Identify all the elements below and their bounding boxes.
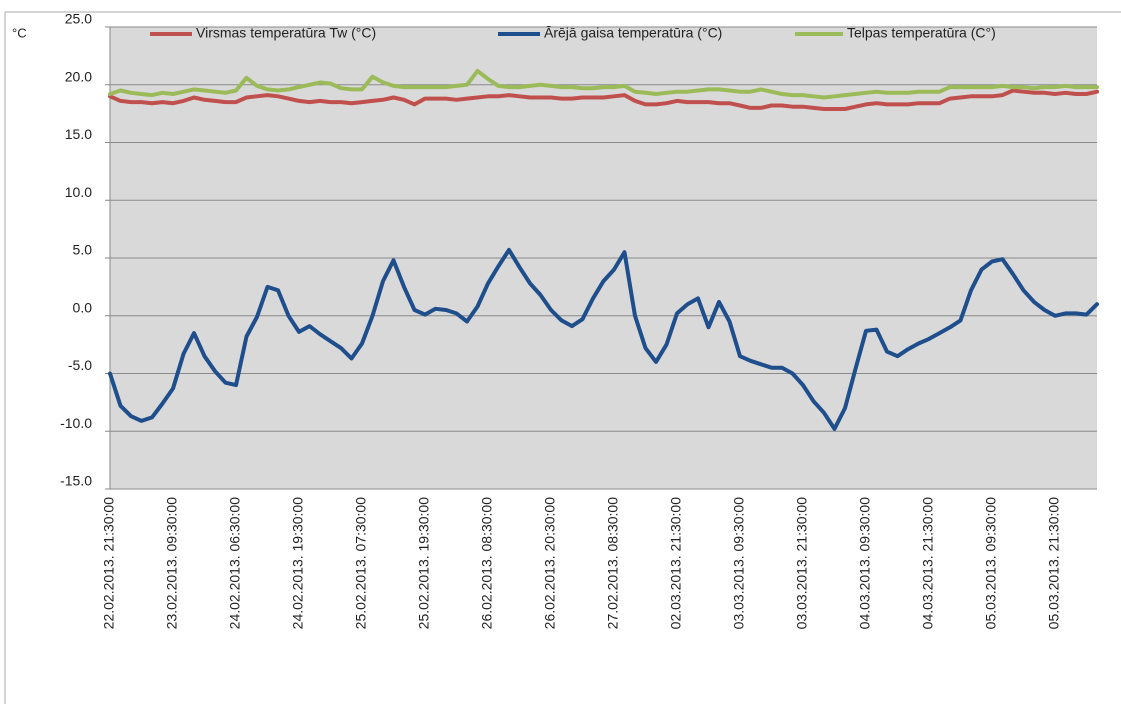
series-line xyxy=(108,247,1099,431)
x-tick-label: 23.02.2013. 09:30:00 xyxy=(164,497,180,630)
legend-label: Ārējā gaisa temperatūra (°C) xyxy=(544,25,722,41)
x-tick-label: 27.02.2013. 08:30:00 xyxy=(605,497,621,630)
x-tick-label: 05.03.2013. 21:30:00 xyxy=(1046,497,1062,630)
legend-label: Virsmas temperatūra Tw (°C) xyxy=(196,25,376,41)
x-tick-label: 26.02.2013. 08:30:00 xyxy=(479,497,495,630)
y-tick-label: 25.0 xyxy=(65,11,92,27)
y-tick-label: -15.0 xyxy=(60,473,92,489)
x-tick-label: 22.02.2013. 21:30:00 xyxy=(101,497,117,630)
y-tick-label: 20.0 xyxy=(65,68,92,84)
y-axis-unit: °C xyxy=(12,25,27,40)
x-tick-label: 24.02.2013. 06:30:00 xyxy=(227,497,243,630)
x-tick-label: 25.02.2013. 07:30:00 xyxy=(353,497,369,630)
x-tick-label: 26.02.2013. 20:30:00 xyxy=(542,497,558,630)
x-tick-label: 04.03.2013. 09:30:00 xyxy=(857,497,873,630)
y-tick-label: -5.0 xyxy=(68,357,92,373)
series-line xyxy=(108,88,1099,111)
y-tick-label: 15.0 xyxy=(65,126,92,142)
x-tick-label: 03.03.2013. 09:30:00 xyxy=(731,497,747,630)
x-tick-label: 02.03.2013. 21:30:00 xyxy=(668,497,684,630)
y-tick-label: 5.0 xyxy=(73,242,93,258)
y-tick-label: 0.0 xyxy=(73,299,93,315)
series-line xyxy=(108,68,1099,100)
x-tick-label: 03.03.2013. 21:30:00 xyxy=(794,497,810,630)
y-tick-label: -10.0 xyxy=(60,415,92,431)
y-tick-label: 10.0 xyxy=(65,184,92,200)
x-tick-label: 25.02.2013. 19:30:00 xyxy=(416,497,432,630)
x-tick-label: 04.03.2013. 21:30:00 xyxy=(920,497,936,630)
x-tick-label: 24.02.2013. 19:30:00 xyxy=(290,497,306,630)
legend-label: Telpas temperatūra (C°) xyxy=(847,25,996,41)
x-tick-label: 05.03.2013. 09:30:00 xyxy=(983,497,999,630)
